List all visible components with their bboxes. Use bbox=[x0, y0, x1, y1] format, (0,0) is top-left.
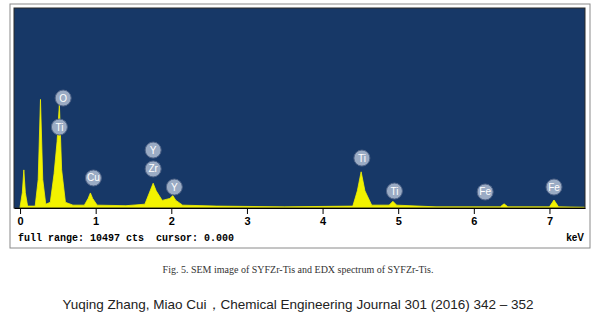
label-bubble bbox=[145, 161, 161, 177]
x-tick: 1 bbox=[93, 208, 99, 227]
chart: O Ti Cu Y Zr Y Ti Ti Fe Fe 0 1 2 3 4 5 6 7 full range: 104… bbox=[0, 0, 596, 324]
label-bubble bbox=[546, 179, 562, 195]
element-label: O bbox=[55, 90, 71, 106]
label-text: Cu bbox=[87, 172, 100, 183]
label-text: Ti bbox=[390, 186, 398, 197]
x-tick-label: 1 bbox=[93, 215, 99, 227]
label-text: Ti bbox=[358, 153, 366, 164]
x-tick: 6 bbox=[471, 208, 477, 227]
x-tick-label: 0 bbox=[17, 215, 23, 227]
status-text: full range: 10497 cts cursor: 0.000 bbox=[18, 233, 234, 244]
label-text: Y bbox=[171, 182, 178, 193]
label-bubble bbox=[166, 179, 182, 195]
spectrum bbox=[20, 99, 585, 208]
label-bubble bbox=[477, 184, 493, 200]
x-tick-mark bbox=[549, 208, 550, 214]
label-bubble bbox=[85, 170, 101, 186]
element-label: Fe bbox=[546, 179, 562, 195]
label-bubble bbox=[51, 119, 67, 135]
x-tick-mark bbox=[171, 208, 172, 214]
x-tick-mark bbox=[247, 208, 248, 214]
marks bbox=[20, 99, 585, 208]
x-tick-label: 5 bbox=[396, 215, 402, 227]
element-label: Ti bbox=[51, 119, 67, 135]
element-label: Y bbox=[145, 142, 161, 158]
element-label: Zr bbox=[145, 161, 161, 177]
panel-frame bbox=[10, 4, 590, 248]
x-tick-label: 4 bbox=[320, 215, 327, 227]
x-axis-title: keV bbox=[566, 232, 584, 243]
label-text: O bbox=[59, 93, 67, 104]
plot-frame bbox=[14, 8, 585, 208]
x-tick-label: 2 bbox=[169, 215, 175, 227]
label-bubble bbox=[55, 90, 71, 106]
caption: Fig. 5. SEM image of SYFZr-Tis and EDX s… bbox=[163, 264, 434, 275]
x-axis: 0 1 2 3 4 5 6 7 bbox=[15, 208, 586, 227]
x-tick-mark bbox=[96, 208, 97, 214]
element-label: Cu bbox=[85, 170, 101, 186]
x-tick-mark bbox=[398, 208, 399, 214]
source: Yuqing Zhang, Miao Cui，Chemical Engineer… bbox=[62, 297, 533, 312]
label-bubble bbox=[145, 142, 161, 158]
element-label: Ti bbox=[386, 183, 402, 199]
plot-background bbox=[14, 8, 585, 208]
x-tick: 7 bbox=[547, 208, 553, 227]
x-tick-mark bbox=[474, 208, 475, 214]
x-tick: 2 bbox=[169, 208, 175, 227]
x-tick-label: 6 bbox=[471, 215, 477, 227]
element-label: Y bbox=[166, 179, 182, 195]
label-bubble bbox=[386, 183, 402, 199]
label-text: Fe bbox=[548, 182, 560, 193]
x-axis-line bbox=[15, 208, 586, 209]
label-text: Zr bbox=[148, 163, 158, 174]
x-tick-mark bbox=[20, 208, 21, 214]
x-tick: 4 bbox=[320, 208, 327, 227]
x-tick: 3 bbox=[244, 208, 250, 227]
label-text: Y bbox=[150, 145, 157, 156]
label-text: Ti bbox=[55, 122, 63, 133]
element-label: Fe bbox=[477, 184, 493, 200]
label-text: Fe bbox=[479, 186, 491, 197]
x-tick-mark bbox=[323, 208, 324, 214]
label-bubble bbox=[354, 150, 370, 166]
x-tick-label: 7 bbox=[547, 215, 553, 227]
x-tick-label: 3 bbox=[244, 215, 250, 227]
x-tick: 0 bbox=[17, 208, 23, 227]
annotations: O Ti Cu Y Zr Y Ti Ti Fe Fe bbox=[51, 90, 562, 200]
element-label: Ti bbox=[354, 150, 370, 166]
x-tick: 5 bbox=[396, 208, 402, 227]
